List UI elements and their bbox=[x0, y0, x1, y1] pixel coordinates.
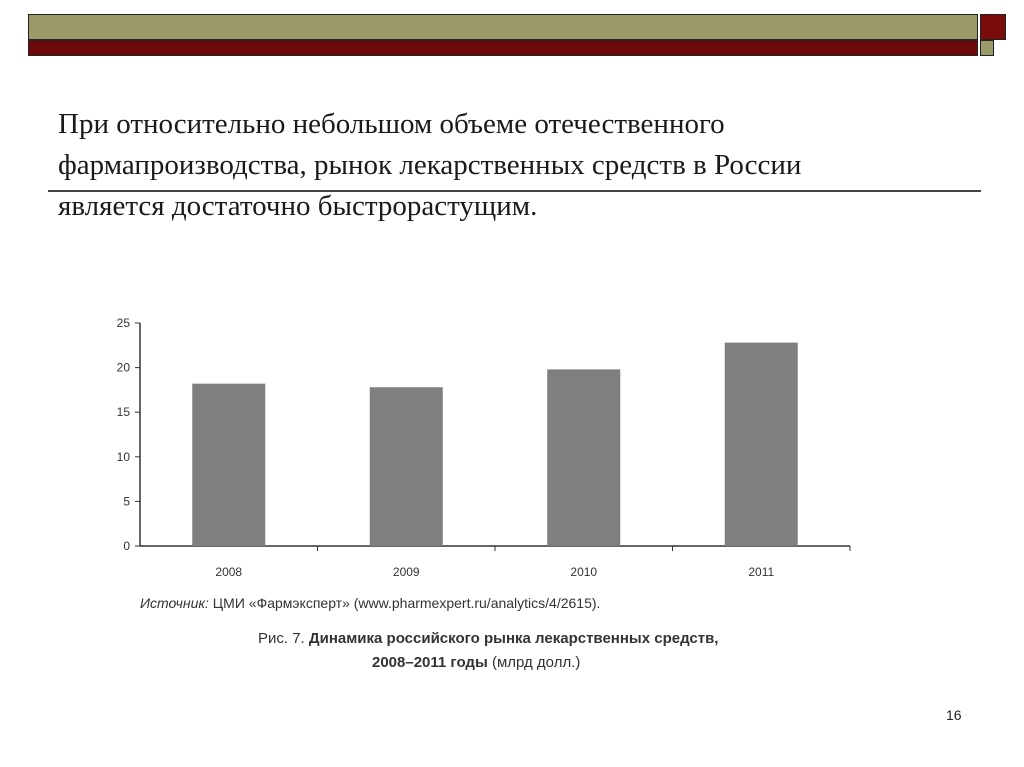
bar-2008 bbox=[192, 383, 266, 546]
figure-units: (млрд долл.) bbox=[487, 654, 581, 671]
slide-heading: При относительно небольшом объеме отечес… bbox=[58, 104, 978, 227]
y-tick-label: 25 bbox=[117, 316, 131, 330]
source-label: Источник: bbox=[140, 595, 209, 611]
x-tick-label: 2010 bbox=[570, 565, 597, 579]
header-bar-maroon bbox=[28, 40, 978, 56]
source-text: ЦМИ «Фармэксперт» (www.pharmexpert.ru/an… bbox=[208, 595, 601, 611]
heading-line-2: фармапроизводства, рынок лекарственных с… bbox=[58, 149, 802, 181]
heading-line-3: является достаточно быстрорастущим. bbox=[58, 190, 538, 222]
figure-title: Динамика российского рынка лекарственных… bbox=[308, 630, 719, 647]
bar-2010 bbox=[547, 369, 621, 546]
bar-2009 bbox=[369, 387, 443, 546]
x-tick-label: 2009 bbox=[393, 565, 420, 579]
bar-2011 bbox=[724, 342, 798, 546]
figure-caption-line-2: 2008–2011 годы (млрд долл.) bbox=[372, 654, 580, 671]
chart-source: Источник: ЦМИ «Фармэксперт» (www.pharmex… bbox=[140, 595, 600, 611]
y-tick-label: 5 bbox=[123, 494, 130, 508]
figure-years: 2008–2011 годы bbox=[372, 654, 488, 671]
corner-square-red bbox=[980, 14, 1006, 40]
header-bar-olive bbox=[28, 14, 978, 40]
y-tick-label: 20 bbox=[117, 361, 131, 375]
heading-underline bbox=[48, 190, 981, 192]
heading-line-1: При относительно небольшом объеме отечес… bbox=[58, 108, 725, 140]
figure-prefix: Рис. 7. bbox=[258, 630, 309, 647]
slide-number: 16 bbox=[946, 707, 962, 723]
x-tick-label: 2011 bbox=[748, 565, 774, 579]
y-tick-label: 0 bbox=[123, 539, 130, 553]
corner-square-white bbox=[993, 40, 1006, 56]
y-tick-label: 10 bbox=[117, 450, 131, 464]
x-tick-label: 2008 bbox=[215, 565, 242, 579]
y-tick-label: 15 bbox=[117, 405, 131, 419]
figure-caption-line-1: Рис. 7. Динамика российского рынка лекар… bbox=[258, 630, 718, 647]
